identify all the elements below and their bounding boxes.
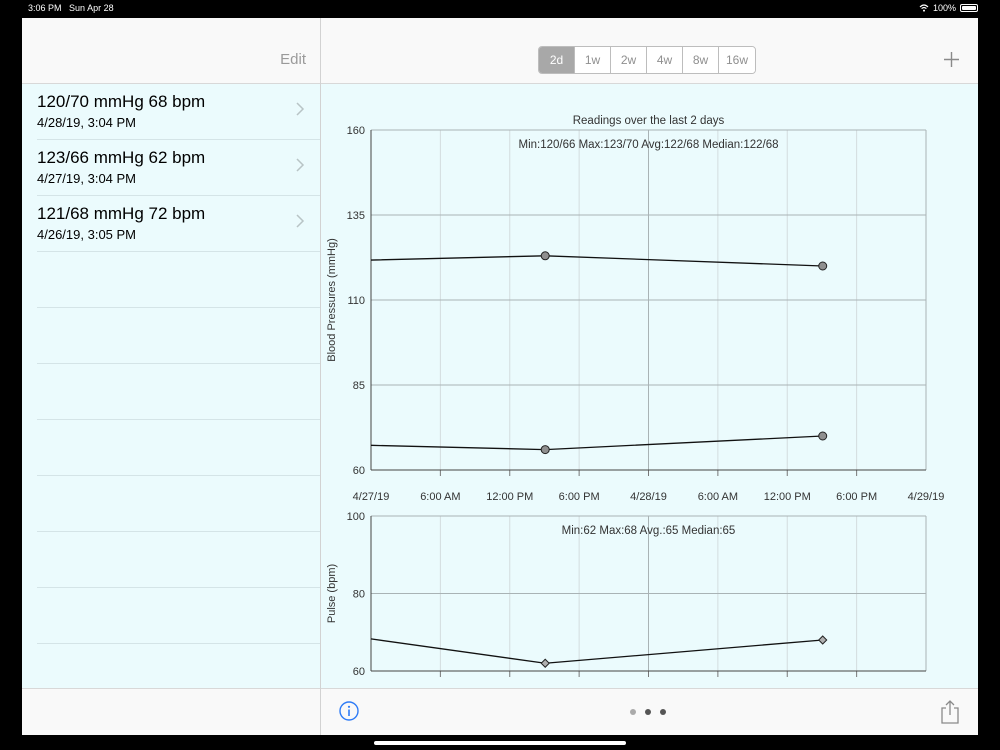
x-tick-label: 6:00 AM bbox=[698, 491, 738, 503]
detail-pane: 2d 1w 2w 4w 8w 16w Readings over the last 2 d… bbox=[321, 18, 978, 735]
master-nav-bar: Edit bbox=[22, 18, 320, 84]
range-tab-4w[interactable]: 4w bbox=[647, 47, 683, 73]
x-tick-label: 12:00 PM bbox=[486, 491, 533, 503]
y-tick-label: 135 bbox=[347, 210, 365, 222]
data-point bbox=[540, 251, 550, 261]
detail-nav-bar: 2d 1w 2w 4w 8w 16w bbox=[321, 18, 978, 84]
app-screen: Edit 120/70 mmHg 68 bpm 4/28/19, 3:04 PM… bbox=[22, 18, 978, 735]
readings-list: 120/70 mmHg 68 bpm 4/28/19, 3:04 PM 123/… bbox=[22, 84, 320, 688]
master-toolbar bbox=[22, 688, 320, 735]
x-tick-label: 12:00 PM bbox=[764, 491, 811, 503]
empty-row bbox=[22, 532, 320, 588]
x-tick-label: 6:00 PM bbox=[836, 491, 877, 503]
page-dot[interactable] bbox=[645, 709, 651, 715]
battery-percent: 100% bbox=[932, 3, 956, 13]
chevron-right-icon bbox=[296, 158, 305, 172]
status-time: 3:06 PM Sun Apr 28 bbox=[28, 3, 114, 13]
reading-title: 123/66 mmHg 62 bpm bbox=[37, 148, 206, 167]
empty-row bbox=[22, 252, 320, 308]
empty-row bbox=[22, 308, 320, 364]
y-tick-label: 160 bbox=[347, 125, 365, 137]
reading-date: 4/28/19, 3:04 PM bbox=[37, 115, 137, 130]
y-tick-label: 110 bbox=[347, 295, 365, 307]
chevron-right-icon bbox=[296, 102, 305, 116]
range-tab-2d[interactable]: 2d bbox=[539, 47, 575, 73]
charts-area: Readings over the last 2 days 60 85 110 135 1… bbox=[321, 84, 978, 688]
y-axis-label: Blood Pressures (mmHg) bbox=[326, 238, 338, 361]
y-tick-label: 80 bbox=[353, 589, 365, 601]
range-segmented-control: 2d 1w 2w 4w 8w 16w bbox=[538, 46, 756, 74]
wifi-icon bbox=[919, 4, 929, 12]
data-point bbox=[818, 635, 828, 645]
chevron-right-icon bbox=[296, 214, 305, 228]
y-tick-label: 100 bbox=[347, 511, 365, 523]
status-bar: 3:06 PM Sun Apr 28 100% bbox=[0, 0, 1000, 18]
home-indicator[interactable] bbox=[374, 741, 626, 745]
info-icon[interactable] bbox=[339, 701, 359, 721]
range-tab-2w[interactable]: 2w bbox=[611, 47, 647, 73]
list-item[interactable]: 121/68 mmHg 72 bpm 4/26/19, 3:05 PM bbox=[22, 196, 320, 252]
empty-row bbox=[22, 476, 320, 532]
range-tab-8w[interactable]: 8w bbox=[683, 47, 719, 73]
y-tick-label: 85 bbox=[353, 380, 365, 392]
chart-stats: Min:120/66 Max:123/70 Avg:122/68 Median:… bbox=[518, 139, 778, 151]
page-indicator[interactable] bbox=[630, 709, 666, 715]
data-point bbox=[818, 261, 828, 271]
row-divider bbox=[37, 139, 320, 140]
y-tick-label: 60 bbox=[353, 465, 365, 477]
row-divider bbox=[37, 195, 320, 196]
battery-icon bbox=[960, 4, 978, 12]
x-tick-label: 6:00 AM bbox=[420, 491, 460, 503]
chart-stats: Min:62 Max:68 Avg.:65 Median:65 bbox=[562, 525, 736, 537]
y-tick-label: 60 bbox=[353, 666, 365, 678]
empty-row bbox=[22, 364, 320, 420]
data-point bbox=[540, 658, 550, 668]
series-line bbox=[370, 638, 823, 664]
x-tick-label: 6:00 PM bbox=[559, 491, 600, 503]
reading-title: 121/68 mmHg 72 bpm bbox=[37, 204, 206, 223]
charts-svg: Readings over the last 2 days 60 85 110 135 1… bbox=[326, 115, 945, 678]
series-line bbox=[370, 255, 823, 267]
page-dot[interactable] bbox=[630, 709, 636, 715]
x-tick-label: 4/29/19 bbox=[908, 491, 945, 503]
range-tab-1w[interactable]: 1w bbox=[575, 47, 611, 73]
detail-toolbar bbox=[321, 688, 978, 735]
share-icon[interactable] bbox=[940, 699, 960, 725]
y-axis-label: Pulse (bpm) bbox=[326, 564, 338, 623]
chart-title: Readings over the last 2 days bbox=[573, 115, 725, 127]
x-tick-label: 4/28/19 bbox=[630, 491, 667, 503]
row-divider bbox=[37, 251, 320, 252]
reading-date: 4/26/19, 3:05 PM bbox=[37, 227, 137, 242]
edit-button[interactable]: Edit bbox=[280, 51, 306, 68]
range-tab-16w[interactable]: 16w bbox=[719, 47, 755, 73]
reading-date: 4/27/19, 3:04 PM bbox=[37, 171, 137, 186]
plus-icon[interactable] bbox=[943, 51, 960, 68]
reading-title: 120/70 mmHg 68 bpm bbox=[37, 92, 206, 111]
status-right: 100% bbox=[919, 3, 978, 13]
list-item[interactable]: 123/66 mmHg 62 bpm 4/27/19, 3:04 PM bbox=[22, 140, 320, 196]
master-pane: Edit 120/70 mmHg 68 bpm 4/28/19, 3:04 PM… bbox=[22, 18, 321, 735]
empty-row bbox=[22, 420, 320, 476]
data-point bbox=[818, 431, 828, 441]
series-line bbox=[370, 435, 823, 451]
list-item[interactable]: 120/70 mmHg 68 bpm 4/28/19, 3:04 PM bbox=[22, 84, 320, 140]
page-dot[interactable] bbox=[660, 709, 666, 715]
empty-row bbox=[22, 588, 320, 644]
x-tick-label: 4/27/19 bbox=[353, 491, 390, 503]
data-point bbox=[540, 445, 550, 455]
